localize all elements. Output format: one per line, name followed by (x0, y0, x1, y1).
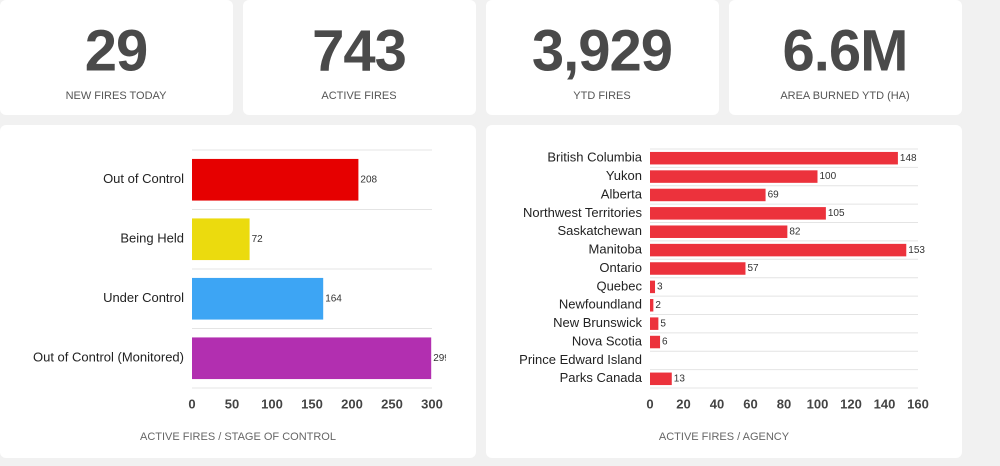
value-label: 208 (360, 174, 377, 185)
kpi-value: 743 (312, 18, 406, 83)
x-tick-label: 140 (874, 396, 896, 411)
kpi-label: ACTIVE FIRES (321, 90, 396, 102)
value-label: 13 (674, 373, 686, 384)
category-label: Yukon (606, 168, 642, 183)
chart-caption: ACTIVE FIRES / STAGE OF CONTROL (140, 431, 336, 443)
value-label: 57 (747, 263, 759, 274)
bar (650, 317, 659, 330)
x-tick-label: 0 (646, 396, 653, 411)
x-tick-label: 250 (381, 396, 403, 411)
bar (650, 280, 656, 294)
chart: 0 50 100 150 200 250 300 Out of Control 208 Being… (33, 149, 450, 411)
value-label: 69 (768, 190, 780, 201)
kpi-label: YTD FIRES (573, 90, 630, 102)
value-label: 2 (655, 300, 661, 311)
category-label: Out of Control (Monitored) (33, 350, 184, 365)
x-tick-label: 160 (907, 396, 929, 411)
kpi-card (729, 0, 962, 115)
bar (192, 218, 250, 261)
x-tick-label: 0 (188, 396, 195, 411)
x-tick-label: 300 (421, 396, 443, 411)
x-tick-label: 60 (743, 396, 757, 411)
kpi-value: 3,929 (532, 18, 672, 83)
category-label: Under Control (103, 290, 184, 305)
x-tick-label: 120 (840, 396, 862, 411)
bar (650, 335, 661, 349)
bar (650, 207, 826, 220)
value-label: 299 (433, 353, 450, 364)
category-label: British Columbia (547, 150, 642, 165)
kpi-card (0, 0, 233, 115)
value-label: 153 (908, 245, 925, 256)
kpi-value: 6.6M (783, 18, 908, 83)
bar (650, 262, 746, 275)
x-tick-label: 50 (225, 396, 239, 411)
category-label: Ontario (599, 260, 642, 275)
x-tick-label: 150 (301, 396, 323, 411)
category-label: Out of Control (103, 171, 184, 186)
category-label: Nova Scotia (572, 333, 643, 348)
bar (650, 170, 818, 183)
chart: 0 20 40 60 80 100 120 140 160 British Columbia 148… (519, 148, 929, 411)
x-tick-label: 100 (261, 396, 283, 411)
value-label: 105 (828, 208, 845, 219)
x-tick-label: 80 (777, 396, 791, 411)
category-label: New Brunswick (553, 315, 642, 330)
bar (192, 337, 432, 380)
category-label: Alberta (601, 186, 643, 201)
value-label: 5 (660, 318, 666, 329)
chart-caption: ACTIVE FIRES / AGENCY (659, 431, 790, 443)
bar (192, 158, 359, 201)
category-label: Northwest Territories (523, 205, 642, 220)
bar (650, 372, 672, 386)
value-label: 6 (662, 337, 668, 348)
kpi-card (243, 0, 476, 115)
value-label: 3 (657, 282, 663, 293)
kpi-label: AREA BURNED YTD (HA) (780, 90, 909, 102)
bar (650, 151, 898, 165)
category-label: Being Held (120, 231, 184, 246)
kpi-label: NEW FIRES TODAY (66, 90, 168, 102)
bar (650, 299, 654, 312)
bar (192, 277, 324, 320)
value-label: 72 (252, 234, 264, 245)
x-tick-label: 100 (807, 396, 829, 411)
category-label: Saskatchewan (557, 223, 642, 238)
value-label: 100 (820, 171, 837, 182)
bar (650, 188, 766, 202)
category-label: Prince Edward Island (519, 352, 642, 367)
category-label: Parks Canada (560, 370, 643, 385)
kpi-card (486, 0, 719, 115)
x-tick-label: 40 (710, 396, 724, 411)
chart-card (486, 125, 962, 458)
x-tick-label: 200 (341, 396, 363, 411)
category-label: Manitoba (589, 242, 643, 257)
x-tick-label: 20 (676, 396, 690, 411)
bar (650, 243, 907, 257)
category-label: Newfoundland (559, 297, 642, 312)
value-label: 164 (325, 293, 342, 304)
bar (650, 225, 788, 238)
category-label: Quebec (596, 278, 642, 293)
value-label: 82 (789, 226, 801, 237)
kpi-value: 29 (85, 18, 148, 83)
value-label: 148 (900, 153, 917, 164)
